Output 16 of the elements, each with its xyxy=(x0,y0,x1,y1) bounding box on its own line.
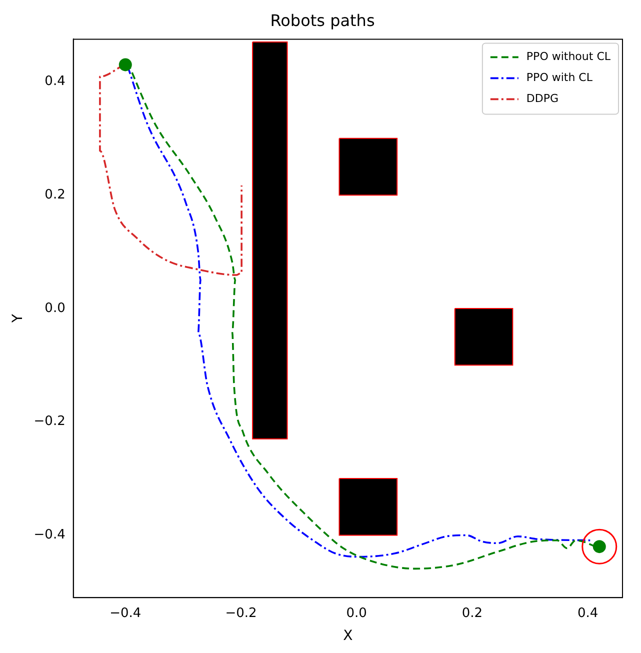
x-tick-label: 0.4 xyxy=(577,606,598,621)
chart-title: Robots paths xyxy=(270,10,375,30)
y-tick-label: 0.0 xyxy=(44,300,66,316)
y-tick-label: 0.4 xyxy=(44,74,66,90)
y-tick-label: −0.4 xyxy=(34,528,66,543)
legend-label: PPO with CL xyxy=(526,71,594,84)
x-axis-title: X xyxy=(343,628,354,644)
y-tick-label: −0.2 xyxy=(34,414,66,430)
x-tick-label: 0.0 xyxy=(346,606,367,621)
y-tick-label: 0.2 xyxy=(44,187,66,202)
x-tick-label: 0.2 xyxy=(462,606,483,621)
legend-label: PPO without CL xyxy=(526,50,612,64)
x-tick-label: −0.4 xyxy=(110,606,142,621)
y-axis-title: Y xyxy=(10,314,26,324)
legend-label: DDPG xyxy=(526,92,559,106)
x-tick-label: −0.2 xyxy=(225,606,257,621)
